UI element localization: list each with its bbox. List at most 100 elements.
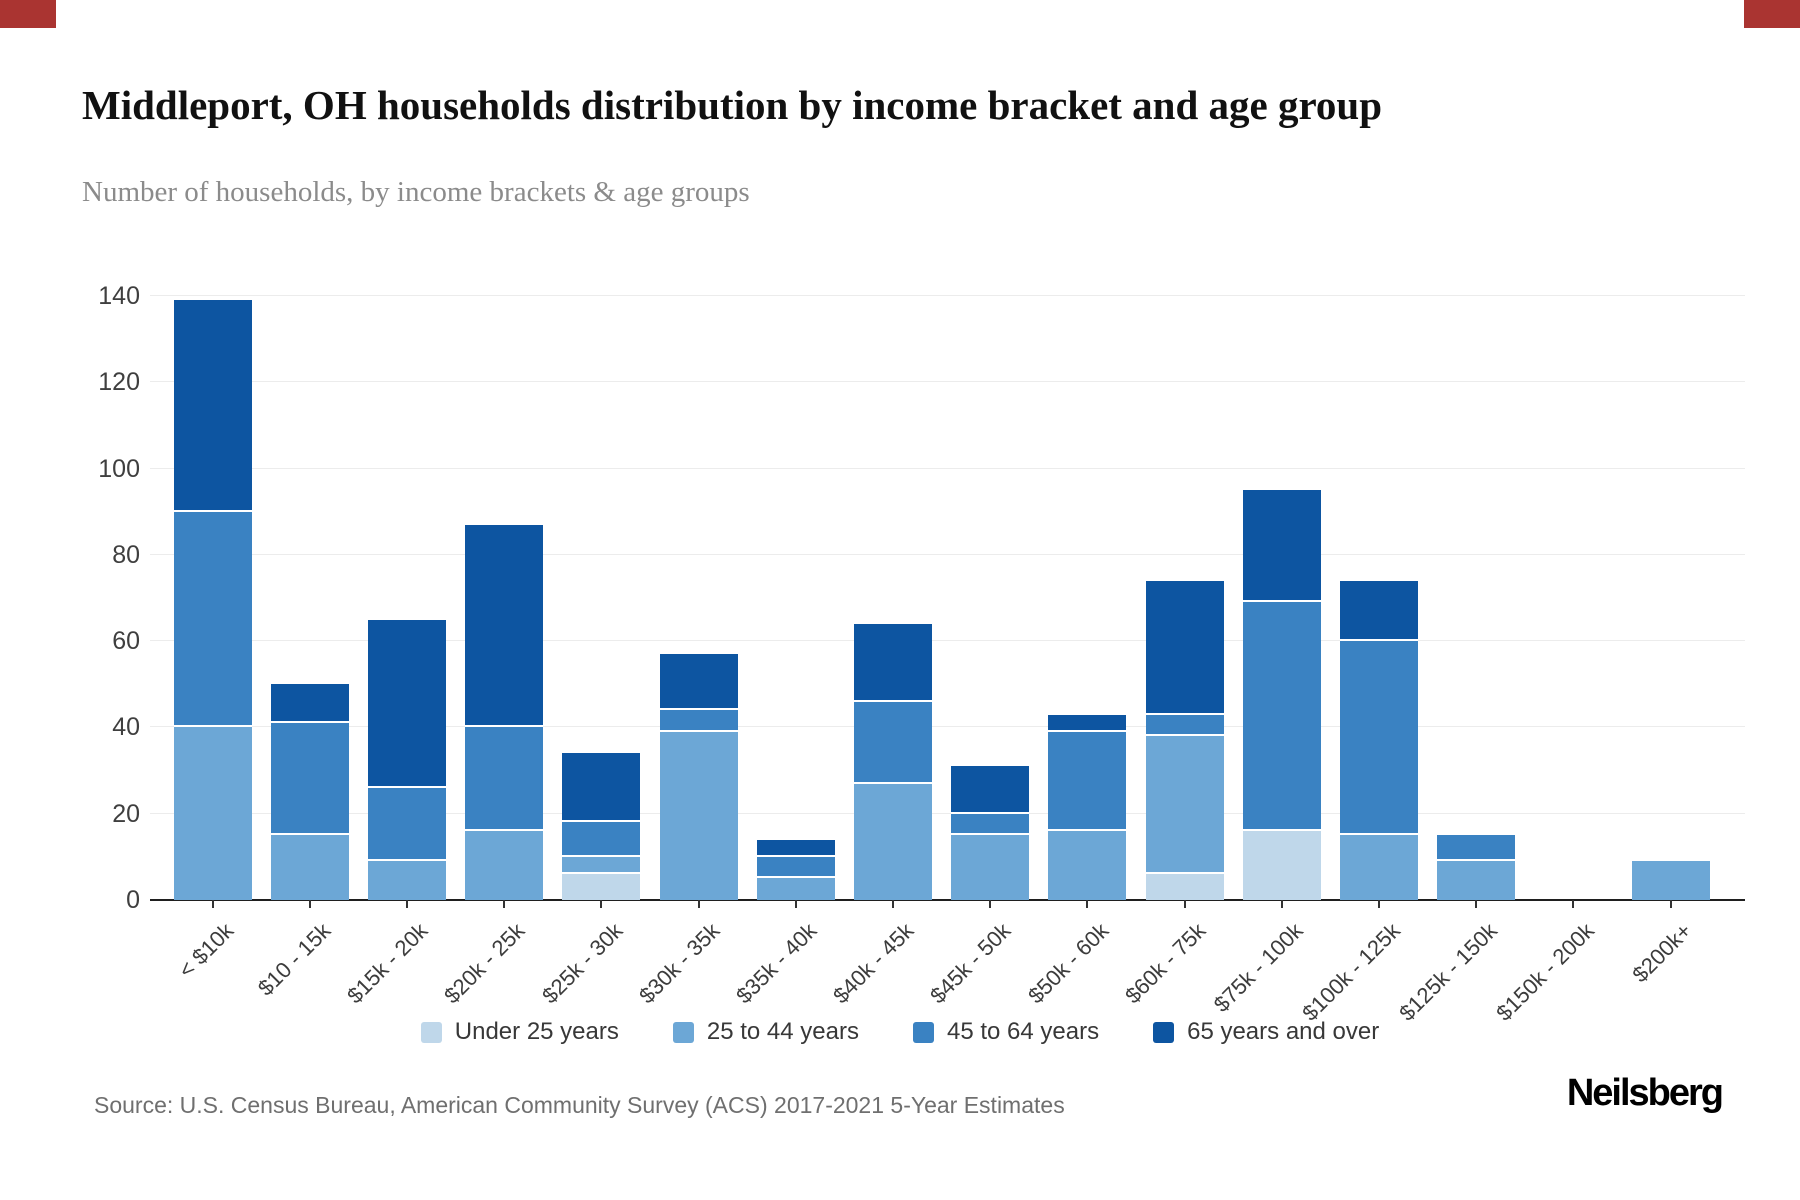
bar-segment bbox=[173, 511, 252, 728]
bar-segment bbox=[854, 783, 932, 900]
y-tick-label-80: 80 bbox=[112, 540, 140, 569]
gridline-120 bbox=[150, 381, 1745, 383]
bar-segment bbox=[1437, 835, 1516, 862]
bar-segment bbox=[951, 766, 1030, 814]
y-tick-label-120: 120 bbox=[98, 368, 140, 397]
bar-segment bbox=[270, 723, 349, 836]
bar-segment bbox=[1242, 830, 1321, 900]
bar-segment bbox=[659, 710, 738, 732]
bar-segment bbox=[1242, 490, 1321, 603]
bar-segment bbox=[1048, 830, 1127, 900]
legend-swatch bbox=[912, 1021, 934, 1043]
y-tick-label-40: 40 bbox=[112, 713, 140, 742]
x-tick-label: $75k - 100k bbox=[1208, 918, 1308, 1017]
x-axis-line bbox=[150, 899, 1745, 901]
x-tick-label: < $10k bbox=[173, 918, 239, 983]
x-tick bbox=[1183, 900, 1186, 908]
y-axis-labels: 0 20 40 60 80 100 120 140 bbox=[70, 282, 140, 914]
y-tick-label-60: 60 bbox=[112, 627, 140, 656]
bar-segment bbox=[562, 753, 641, 823]
x-tick-label: $10 - 15k bbox=[252, 918, 336, 1001]
gridline-80 bbox=[150, 553, 1745, 555]
x-tick bbox=[989, 900, 992, 908]
x-tick bbox=[1475, 900, 1478, 908]
bar-segment bbox=[270, 684, 349, 724]
bar-segment bbox=[465, 830, 544, 900]
bar-segment bbox=[1340, 835, 1418, 900]
chart-title: Middleport, OH households distribution b… bbox=[82, 82, 1383, 129]
x-tick-label: $15k - 20k bbox=[342, 918, 433, 1009]
bar-segment bbox=[854, 701, 932, 784]
y-tick-label-20: 20 bbox=[112, 799, 140, 828]
bar-segment bbox=[270, 835, 349, 900]
plot-area: < $10k $10 - 15k $15k - 20k $20k - 25k $25k … bbox=[150, 295, 1745, 1026]
bar-segment bbox=[368, 861, 446, 900]
bar-segment bbox=[756, 839, 835, 857]
y-tick-label-0: 0 bbox=[126, 886, 140, 914]
bar-segment bbox=[756, 878, 835, 900]
x-tick-label: $100k - 125k bbox=[1297, 918, 1405, 1026]
bar-segment bbox=[1437, 861, 1516, 900]
x-tick bbox=[600, 900, 603, 908]
bar-segment bbox=[1145, 736, 1224, 875]
legend-label: Under 25 years bbox=[454, 1018, 619, 1045]
y-tick-label-100: 100 bbox=[98, 454, 140, 483]
bar-segment bbox=[756, 856, 835, 879]
bar-segment bbox=[854, 623, 932, 702]
bar-segment bbox=[173, 727, 252, 900]
x-tick-label: $25k - 30k bbox=[536, 918, 628, 1009]
legend-label: 65 years and over bbox=[1187, 1018, 1380, 1045]
bar-segment bbox=[562, 856, 641, 875]
bar-segment bbox=[1242, 602, 1321, 831]
gridline-100 bbox=[150, 467, 1745, 469]
legend-item: 25 to 44 years bbox=[672, 1018, 859, 1046]
corner-mark-right bbox=[1744, 0, 1800, 28]
bar-segment bbox=[368, 619, 446, 788]
bar-segment bbox=[465, 727, 544, 831]
x-tick bbox=[406, 900, 408, 908]
bar-segment bbox=[1340, 641, 1418, 836]
bar-segment bbox=[1048, 714, 1127, 732]
x-tick-label: $150k - 200k bbox=[1491, 918, 1600, 1026]
bar-segment bbox=[659, 654, 738, 711]
bar-segment bbox=[368, 787, 446, 862]
legend-item: 65 years and over bbox=[1153, 1018, 1379, 1046]
x-tick-label: $60k - 75k bbox=[1119, 918, 1211, 1009]
legend-swatch bbox=[672, 1021, 694, 1043]
corner-mark-left bbox=[0, 0, 56, 28]
x-tick bbox=[211, 900, 214, 908]
bar-segment bbox=[951, 835, 1030, 900]
x-tick-label: $200k+ bbox=[1627, 918, 1697, 988]
x-tick-label: $45k - 50k bbox=[925, 918, 1016, 1009]
bar-segment bbox=[1340, 580, 1418, 642]
x-tick bbox=[1280, 900, 1283, 908]
neilsberg-logo: Neilsberg bbox=[1566, 1072, 1724, 1114]
legend-label: 45 to 64 years bbox=[946, 1018, 1100, 1045]
x-tick bbox=[794, 900, 797, 908]
bar-segment bbox=[659, 731, 738, 900]
legend: Under 25 years 25 to 44 years 45 to 64 yea… bbox=[0, 1018, 1800, 1046]
x-tick bbox=[1669, 900, 1672, 908]
gridline-20 bbox=[150, 812, 1745, 814]
bar-segment bbox=[173, 300, 252, 512]
x-tick-label: $40k - 45k bbox=[828, 918, 919, 1009]
x-tick bbox=[892, 900, 894, 908]
bar-segment bbox=[1145, 714, 1224, 737]
source-note: Source: U.S. Census Bureau, American Com… bbox=[94, 1092, 1065, 1118]
bar-segment bbox=[1145, 580, 1224, 715]
x-tick-label: $35k - 40k bbox=[731, 918, 822, 1009]
bar-segment bbox=[1631, 861, 1710, 900]
gridline-140 bbox=[150, 295, 1745, 296]
x-tick-label: $20k - 25k bbox=[439, 918, 530, 1009]
legend-item: Under 25 years bbox=[420, 1018, 619, 1046]
bar-segment bbox=[562, 874, 641, 900]
x-tick bbox=[1378, 900, 1380, 908]
legend-label: 25 to 44 years bbox=[706, 1018, 859, 1045]
gridline-60 bbox=[150, 640, 1745, 642]
bar-segment bbox=[1048, 731, 1127, 831]
x-tick bbox=[1572, 900, 1575, 908]
legend-item: 45 to 64 years bbox=[912, 1018, 1100, 1046]
legend-swatch bbox=[1153, 1021, 1175, 1043]
x-tick bbox=[503, 900, 506, 908]
x-tick bbox=[1086, 900, 1089, 908]
